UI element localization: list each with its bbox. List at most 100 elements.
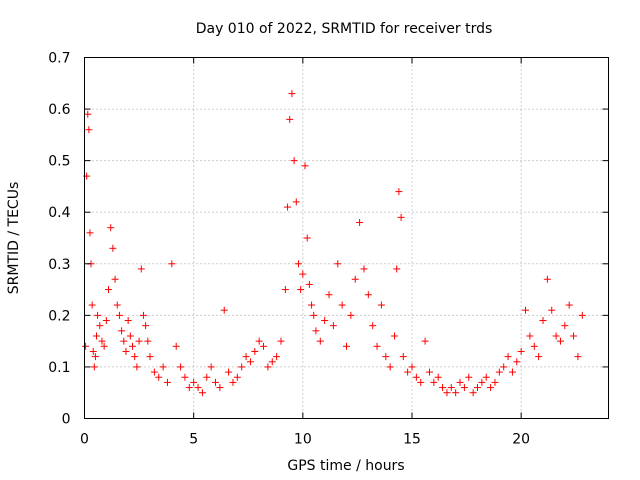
data-point: [290, 157, 298, 165]
data-point: [139, 311, 147, 319]
data-point: [421, 337, 429, 345]
data-point: [225, 368, 233, 376]
data-point: [91, 353, 99, 361]
data-point: [89, 347, 97, 355]
data-point: [373, 342, 381, 350]
data-points: [82, 90, 586, 397]
data-point: [325, 291, 333, 299]
data-point: [500, 363, 508, 371]
y-axis-title: SRMTID / TECUs: [6, 182, 22, 295]
data-point: [198, 389, 206, 397]
data-point: [434, 373, 442, 381]
data-point: [360, 265, 368, 273]
data-point: [395, 188, 403, 196]
data-point: [246, 358, 254, 366]
data-point: [469, 389, 477, 397]
data-point: [172, 342, 180, 350]
y-tick-label: 0.1: [48, 360, 70, 376]
data-point: [397, 213, 405, 221]
data-point: [88, 301, 96, 309]
data-point: [264, 363, 272, 371]
data-point: [316, 337, 324, 345]
data-point: [82, 342, 90, 350]
data-point: [122, 347, 130, 355]
data-point: [260, 342, 268, 350]
data-point: [310, 311, 318, 319]
plot-frame: [84, 57, 609, 419]
data-point: [288, 90, 296, 98]
data-point: [284, 203, 292, 211]
data-point: [96, 322, 104, 330]
data-point: [150, 368, 158, 376]
data-point: [277, 337, 285, 345]
y-tick-label: 0.4: [48, 205, 70, 221]
data-point: [439, 384, 447, 392]
data-point: [124, 317, 132, 325]
data-point: [513, 358, 521, 366]
data-point: [452, 389, 460, 397]
data-point: [561, 322, 569, 330]
data-point: [356, 219, 364, 227]
x-tick-label: 0: [80, 432, 89, 448]
data-point: [425, 368, 433, 376]
data-point: [135, 337, 143, 345]
data-point: [312, 327, 320, 335]
data-point: [90, 363, 98, 371]
data-point: [216, 384, 224, 392]
data-point: [194, 384, 202, 392]
data-point: [294, 260, 302, 268]
data-point: [487, 384, 495, 392]
data-point: [465, 373, 473, 381]
data-point: [404, 368, 412, 376]
data-point: [539, 317, 547, 325]
data-point: [526, 332, 534, 340]
data-point: [242, 353, 250, 361]
y-tick-label: 0.5: [48, 154, 70, 170]
data-point: [308, 301, 316, 309]
data-point: [301, 162, 309, 170]
data-point: [281, 286, 289, 294]
x-tick-label: 5: [189, 432, 198, 448]
data-point: [377, 301, 385, 309]
data-point: [565, 301, 573, 309]
data-point: [556, 337, 564, 345]
data-point: [347, 311, 355, 319]
data-point: [305, 280, 313, 288]
data-point: [297, 286, 305, 294]
data-point: [474, 384, 481, 392]
data-point: [126, 332, 134, 340]
data-point: [443, 389, 451, 397]
data-point: [185, 384, 193, 392]
data-point: [578, 311, 586, 319]
x-tick-label: 10: [294, 432, 312, 448]
data-point: [144, 337, 152, 345]
data-point: [299, 270, 307, 278]
data-point: [382, 353, 390, 361]
data-point: [120, 337, 128, 345]
y-axis-ticks: 0 0.1 0.2 0.3 0.4 0.5 0.6 0.7: [48, 51, 609, 428]
data-point: [430, 378, 438, 386]
data-point: [111, 275, 119, 283]
data-point: [207, 363, 215, 371]
x-tick-label: 15: [403, 432, 421, 448]
data-point: [417, 378, 425, 386]
data-point: [530, 342, 538, 350]
y-tick-label: 0.2: [48, 308, 70, 324]
data-point: [229, 378, 237, 386]
data-point: [155, 373, 163, 381]
data-point: [190, 378, 198, 386]
data-point: [131, 353, 139, 361]
chart-title: Day 010 of 2022, SRMTID for receiver trd…: [196, 21, 493, 37]
data-point: [105, 286, 113, 294]
data-point: [391, 332, 399, 340]
data-point: [129, 342, 137, 350]
data-point: [118, 327, 126, 335]
data-point: [447, 384, 455, 392]
data-point: [142, 322, 150, 330]
data-point: [115, 311, 123, 319]
data-point: [570, 332, 578, 340]
data-point: [273, 353, 281, 361]
data-point: [334, 260, 342, 268]
data-point: [412, 373, 420, 381]
